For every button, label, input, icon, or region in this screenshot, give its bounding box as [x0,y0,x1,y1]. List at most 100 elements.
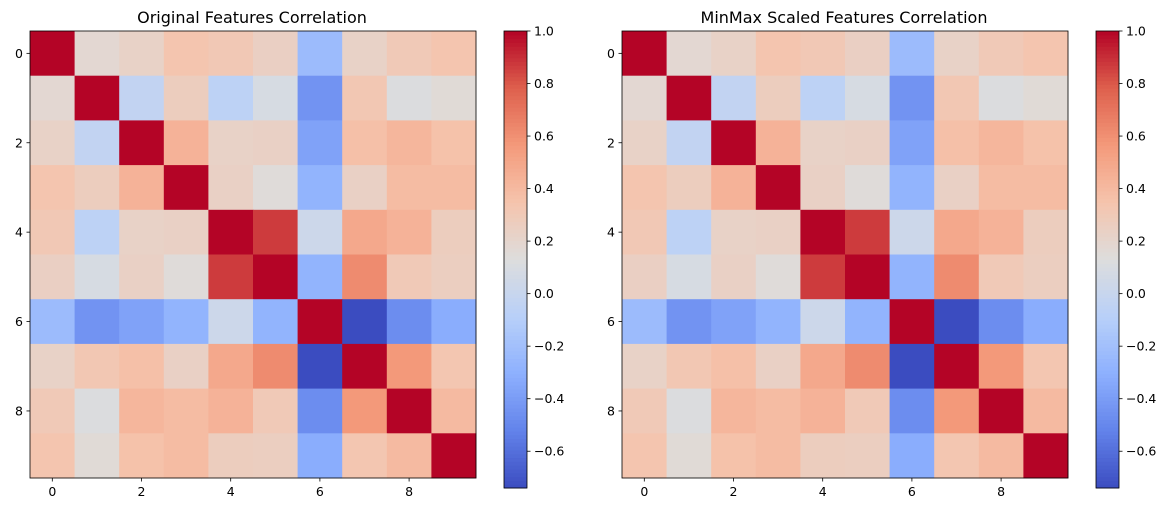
colorbar-gradient-step [1096,80,1119,85]
colorbar-gradient-step [504,263,527,268]
heatmap-cell-6-4 [800,299,846,345]
heatmap-cell-2-4 [208,120,254,166]
heatmap-cell-5-2 [711,254,757,300]
colorbar-gradient-step [1096,187,1119,192]
heatmap-cell-6-1 [666,299,712,345]
heatmap-cell-7-4 [800,343,846,389]
colorbar-gradient-step [504,160,527,165]
heatmap-cell-8-0 [622,388,667,434]
heatmap-cell-4-6 [889,209,935,255]
y-tick-label: 6 [15,314,23,329]
colorbar-tick-label: 0.2 [534,234,554,249]
colorbar-gradient-step [504,65,527,70]
colorbar-gradient-step [1096,160,1119,165]
colorbar-gradient-step [504,446,527,451]
heatmap-cell-9-1 [74,433,120,479]
heatmap-cell-5-1 [74,254,120,300]
colorbar-gradient-step [1096,472,1119,478]
colorbar-gradient-step [504,404,527,409]
colorbar-gradient-step [504,152,527,158]
heatmap-cell-5-8 [978,254,1024,300]
colorbar-gradient-step [1096,362,1119,367]
colorbar-gradient-step [504,88,527,93]
colorbar-gradient-step [504,145,527,150]
heatmap-cell-8-7 [342,388,388,434]
left-heatmap [29,30,477,479]
colorbar-gradient-step [504,316,527,321]
colorbar-gradient-step [504,457,527,462]
colorbar-gradient-step [504,328,527,333]
colorbar-gradient-step [504,377,527,382]
colorbar-gradient-step [1096,480,1119,485]
colorbar-gradient-step [1096,385,1119,390]
heatmap-cell-4-2 [711,209,757,255]
colorbar-gradient-step [1096,400,1119,405]
heatmap-cell-0-4 [208,31,254,77]
colorbar-gradient-step [504,46,527,51]
heatmap-cell-4-5 [253,209,298,255]
heatmap-cell-7-0 [30,343,75,389]
colorbar-gradient-step [1096,149,1119,154]
colorbar-gradient-step [504,76,527,82]
colorbar-gradient-step [504,91,527,97]
heatmap-cell-9-0 [622,433,667,479]
heatmap-cell-5-4 [800,254,846,300]
colorbar-gradient-step [1096,99,1119,104]
colorbar-gradient-step [1096,34,1119,40]
heatmap-cell-4-5 [845,209,890,255]
heatmap-cell-0-5 [845,31,890,77]
colorbar-gradient-step [1096,267,1119,272]
heatmap-cell-3-6 [889,165,935,211]
colorbar-gradient-step [1096,461,1119,466]
heatmap-cell-5-1 [666,254,712,300]
heatmap-cell-2-5 [253,120,298,166]
colorbar-gradient-step [1096,324,1119,329]
colorbar-gradient-step [1096,274,1119,280]
heatmap-cell-0-3 [755,31,801,77]
colorbar-gradient-step [504,480,527,485]
heatmap-cell-2-3 [755,120,801,166]
colorbar-gradient-step [1096,57,1119,62]
heatmap-cell-0-0 [622,31,667,77]
colorbar-gradient-step [1096,91,1119,97]
colorbar-gradient-step [1096,232,1119,238]
heatmap-cell-5-7 [342,254,388,300]
plot-frame [29,30,477,479]
colorbar-gradient-step [1096,270,1119,276]
colorbar-gradient-step [1096,156,1119,161]
colorbar-gradient-step [504,343,527,348]
colorbar-gradient-step [504,476,527,481]
colorbar-gradient-step [1096,293,1119,299]
heatmap-cell-8-0 [30,388,75,434]
heatmap-cell-7-8 [386,343,432,389]
colorbar-gradient-step [504,468,527,474]
heatmap-cell-5-4 [208,254,254,300]
heatmap-cell-8-4 [800,388,846,434]
heatmap-cell-7-2 [119,343,165,389]
colorbar-gradient-step [504,366,527,371]
colorbar-gradient-step [504,164,527,169]
heatmap-cell-6-6 [297,299,343,345]
colorbar-gradient-step [504,278,527,283]
colorbar-gradient-step [504,335,527,340]
colorbar-gradient-step [504,42,527,47]
heatmap-cell-9-9 [431,433,477,479]
colorbar-tick-label: 0.2 [1126,234,1146,249]
colorbar-gradient-step [504,347,527,352]
colorbar-gradient-step [1096,350,1119,356]
heatmap-cell-8-6 [889,388,935,434]
colorbar-gradient-step [1096,286,1119,291]
colorbar-gradient-step [1096,69,1119,74]
heatmap-cell-6-2 [119,299,165,345]
heatmap-cell-7-5 [845,343,890,389]
heatmap-cell-6-9 [1023,299,1069,345]
heatmap-cell-7-7 [934,343,980,389]
colorbar-gradient-step [1096,404,1119,409]
heatmap-cell-3-1 [74,165,120,211]
heatmap-cell-0-7 [934,31,980,77]
colorbar-gradient-step [504,427,527,432]
colorbar-gradient-step [1096,84,1119,89]
colorbar-gradient-step [1096,50,1119,55]
heatmap-cell-6-0 [622,299,667,345]
heatmap-cell-7-8 [978,343,1024,389]
